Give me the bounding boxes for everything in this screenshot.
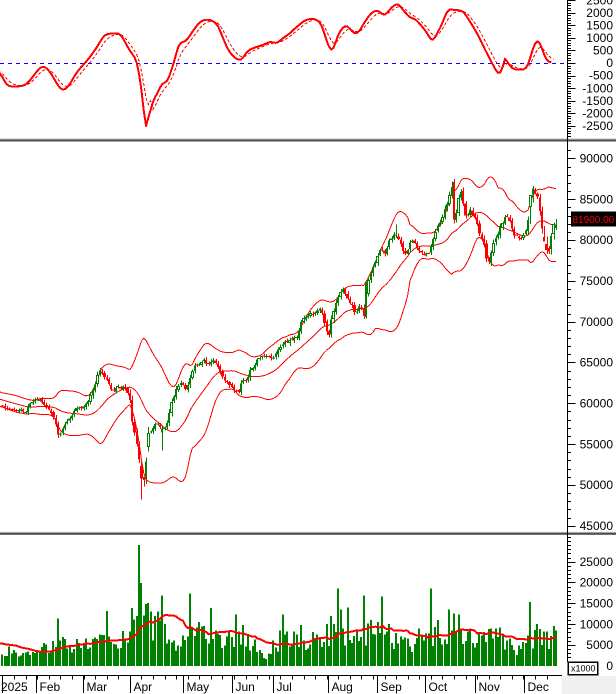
svg-text:Dec: Dec	[528, 680, 549, 694]
svg-text:5000: 5000	[586, 638, 613, 652]
svg-text:Apr: Apr	[134, 680, 153, 694]
svg-text:Nov: Nov	[479, 680, 500, 694]
svg-text:0: 0	[606, 659, 613, 673]
svg-text:2025: 2025	[1, 680, 28, 694]
svg-text:500: 500	[593, 44, 613, 58]
svg-text:20000: 20000	[580, 576, 614, 590]
svg-text:-1000: -1000	[582, 81, 613, 95]
svg-text:70000: 70000	[580, 315, 614, 329]
svg-text:Jun: Jun	[236, 680, 255, 694]
svg-text:75000: 75000	[580, 274, 614, 288]
svg-text:90000: 90000	[580, 152, 614, 166]
svg-text:81900.00: 81900.00	[573, 215, 615, 226]
svg-text:25000: 25000	[580, 555, 614, 569]
svg-text:Feb: Feb	[40, 680, 61, 694]
svg-text:-500: -500	[589, 69, 613, 83]
svg-text:-2500: -2500	[582, 119, 613, 133]
svg-text:2500: 2500	[586, 0, 613, 8]
svg-text:50000: 50000	[580, 478, 614, 492]
svg-text:65000: 65000	[580, 356, 614, 370]
svg-text:0: 0	[606, 56, 613, 70]
svg-text:Sep: Sep	[381, 680, 403, 694]
svg-text:1500: 1500	[586, 19, 613, 33]
svg-text:-2000: -2000	[582, 106, 613, 120]
svg-text:15000: 15000	[580, 597, 614, 611]
svg-text:2000: 2000	[586, 6, 613, 20]
svg-text:55000: 55000	[580, 437, 614, 451]
svg-text:Mar: Mar	[87, 680, 108, 694]
svg-text:Jul: Jul	[277, 680, 292, 694]
svg-text:60000: 60000	[580, 397, 614, 411]
svg-text:Oct: Oct	[429, 680, 448, 694]
svg-text:45000: 45000	[580, 519, 614, 533]
svg-text:-1500: -1500	[582, 94, 613, 108]
svg-text:1000: 1000	[586, 31, 613, 45]
svg-text:10000: 10000	[580, 617, 614, 631]
svg-text:85000: 85000	[580, 192, 614, 206]
svg-text:Aug: Aug	[332, 680, 353, 694]
svg-text:May: May	[187, 680, 210, 694]
svg-text:80000: 80000	[580, 233, 614, 247]
svg-text:x1000: x1000	[571, 664, 596, 674]
